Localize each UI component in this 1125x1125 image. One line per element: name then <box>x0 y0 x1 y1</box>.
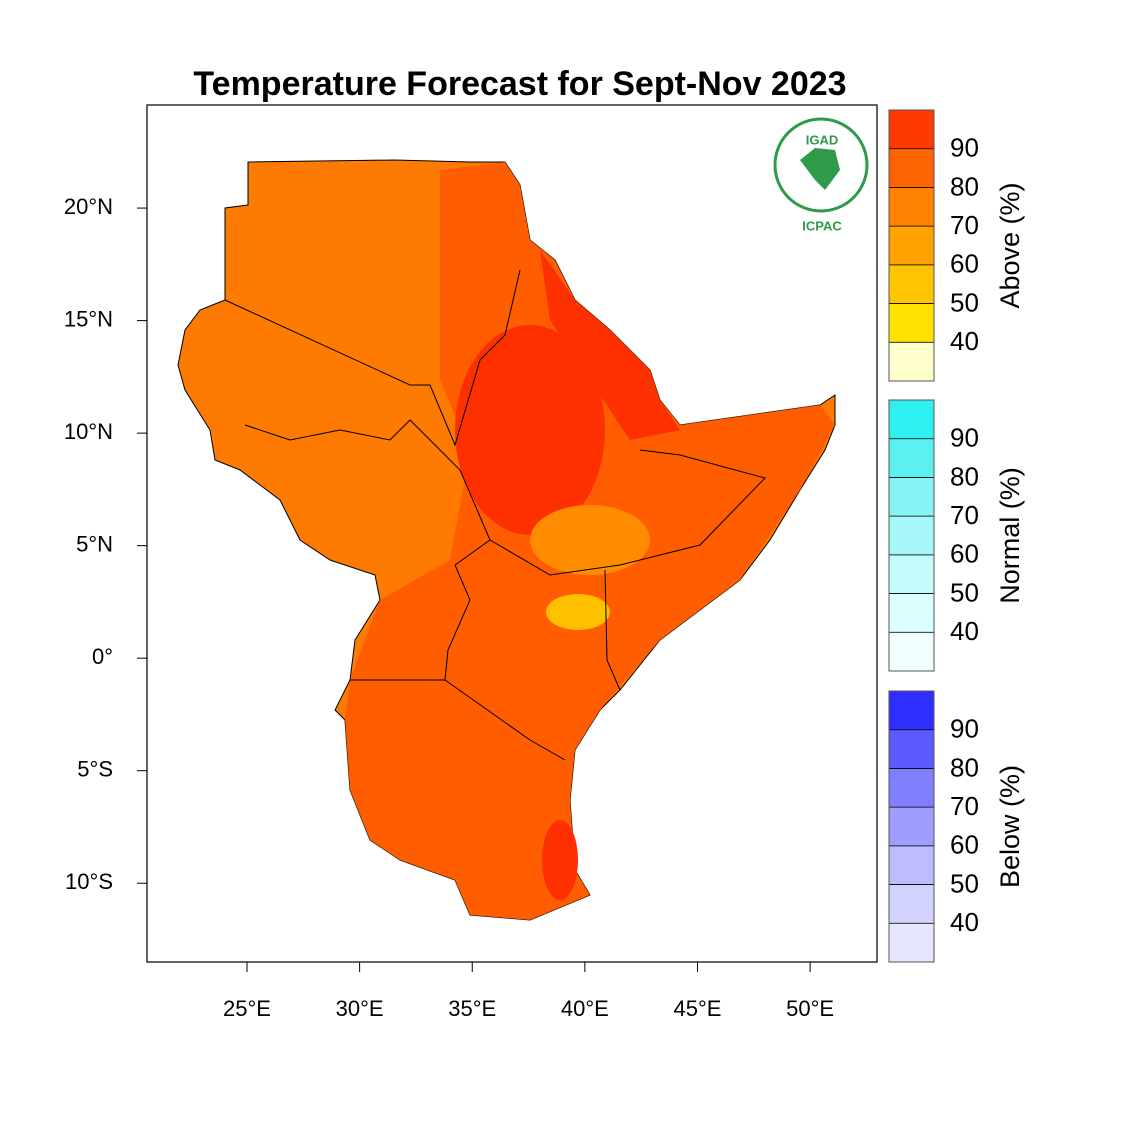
colorbar-label: 60 <box>950 249 979 279</box>
colorbar-label: 90 <box>950 133 979 163</box>
colorbar-segment <box>888 690 935 731</box>
logo: IGAD ICPAC <box>773 117 869 233</box>
colorbar-frame <box>888 690 935 963</box>
colorbar-label: 50 <box>950 868 979 898</box>
map <box>177 159 836 921</box>
colorbar-segment <box>888 264 935 304</box>
colorbar-segment <box>888 477 935 517</box>
colorbar-segment <box>888 922 935 963</box>
logo-top: IGAD <box>806 132 839 147</box>
colorbar-label: 40 <box>950 907 979 937</box>
colorbar-segment <box>888 845 935 885</box>
title: Temperature Forecast for Sept-Nov 2023 <box>193 65 846 103</box>
colorbar-segment <box>888 593 935 633</box>
colorbar-segment <box>888 554 935 594</box>
y-tick-label: 0° <box>92 644 113 669</box>
colorbar-segment <box>888 341 935 382</box>
colorbar-segment <box>888 109 935 150</box>
colorbar-label: 70 <box>950 791 979 821</box>
yellow-area <box>546 594 610 630</box>
colorbar-label: 90 <box>950 423 979 453</box>
colorbar-segment <box>888 806 935 847</box>
colorbar-frame <box>888 109 935 382</box>
borders <box>224 269 766 761</box>
colorbar-label: 50 <box>950 287 979 317</box>
colorbar-segment <box>888 729 935 769</box>
colorbar-segment <box>888 148 935 188</box>
x-tick-label: 40°E <box>561 996 609 1021</box>
highlands <box>455 325 605 535</box>
colorbar-title: Below (%) <box>995 765 1025 888</box>
x-tick-label: 45°E <box>674 996 722 1021</box>
y-tick-label: 5°N <box>76 531 113 556</box>
colorbar-label: 90 <box>950 714 979 744</box>
red-coast <box>540 250 680 440</box>
x-tick-label: 25°E <box>223 996 271 1021</box>
y-tick-label: 20°N <box>64 194 113 219</box>
y-tick-label: 15°N <box>64 306 113 331</box>
colorbar-label: 80 <box>950 171 979 201</box>
x-tick-label: 35°E <box>448 996 496 1021</box>
colorbar-segment <box>888 225 935 266</box>
colorbar-frame <box>888 399 935 672</box>
colorbar-segment <box>888 515 935 556</box>
colorbar-label: 70 <box>950 210 979 240</box>
y-tick-label: 10°N <box>64 419 113 444</box>
colorbar-title: Normal (%) <box>995 467 1025 604</box>
logo-bottom: ICPAC <box>802 218 842 233</box>
colorbar-segment <box>888 884 935 924</box>
y-tick-label: 10°S <box>65 869 113 894</box>
x-tick-label: 30°E <box>336 996 384 1021</box>
colorbar-segment <box>888 438 935 478</box>
colorbar-label: 80 <box>950 752 979 782</box>
colorbar-segment <box>888 768 935 808</box>
colorbar-title: Above (%) <box>995 182 1025 308</box>
colorbar-segment <box>888 399 935 440</box>
colorbar-label: 70 <box>950 500 979 530</box>
colorbar-segment <box>888 631 935 672</box>
red-south <box>542 820 578 900</box>
colorbar-label: 60 <box>950 539 979 569</box>
colorbar-label: 50 <box>950 577 979 607</box>
y-tick-label: 5°S <box>77 757 113 782</box>
colorbar-segment <box>888 303 935 343</box>
orange-area <box>530 505 650 575</box>
colorbar-label: 40 <box>950 326 979 356</box>
colorbar-label: 40 <box>950 616 979 646</box>
x-tick-label: 50°E <box>786 996 834 1021</box>
colorbar-segment <box>888 187 935 227</box>
colorbar-label: 60 <box>950 830 979 860</box>
colorbar-label: 80 <box>950 461 979 491</box>
logo-africa <box>800 148 840 190</box>
